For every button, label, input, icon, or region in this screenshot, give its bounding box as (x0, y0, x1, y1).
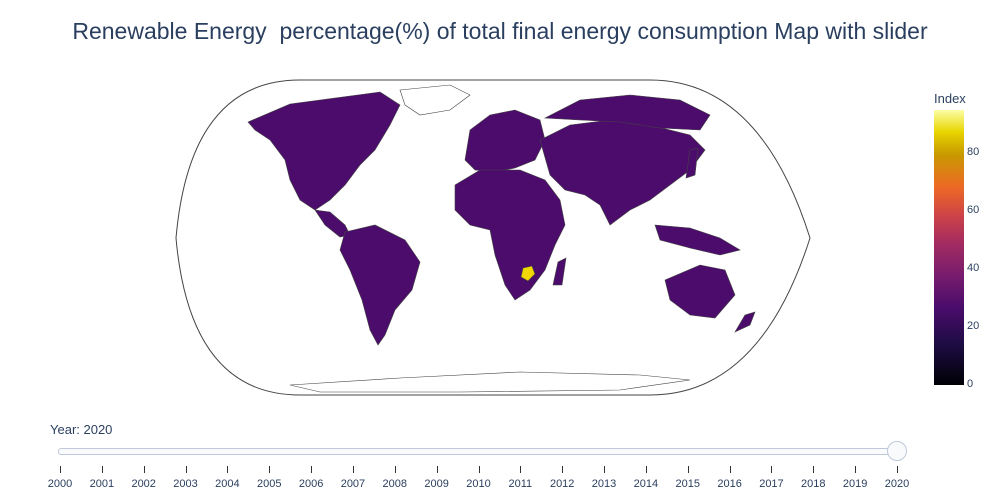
year-tick-label[interactable]: 2007 (340, 478, 366, 490)
year-tick-mark (101, 466, 103, 473)
colorbar-title: Index (934, 91, 966, 106)
region-new-zealand (734, 311, 756, 333)
year-tick-label[interactable]: 2010 (466, 478, 491, 490)
region-south-america (339, 224, 421, 346)
year-tick-label[interactable]: 2020 (884, 478, 910, 490)
colorbar-tick-label: 0 (967, 378, 974, 390)
year-tick-label[interactable]: 2012 (549, 478, 575, 490)
year-tick-label[interactable]: 2017 (759, 478, 784, 490)
year-tick-mark (604, 466, 606, 473)
map-title: Renewable Energy percentage(%) of total … (72, 18, 928, 44)
year-tick-mark (729, 466, 731, 473)
region-africa (454, 169, 566, 301)
region-japan (685, 147, 699, 179)
year-tick-mark (562, 466, 564, 473)
colorbar (934, 110, 964, 385)
year-tick-mark (897, 466, 898, 473)
year-tick-label[interactable]: 2001 (89, 478, 115, 490)
slider-current-value-label: Year: 2020 (50, 422, 113, 437)
region-madagascar (552, 257, 567, 286)
year-slider-track[interactable] (58, 448, 900, 455)
year-tick-label[interactable]: 2013 (591, 478, 617, 490)
year-tick-mark (269, 466, 271, 473)
year-slider-handle[interactable] (887, 441, 907, 461)
year-tick-mark (478, 466, 480, 473)
year-tick-mark (436, 466, 438, 473)
year-tick-label[interactable]: 2006 (298, 478, 324, 490)
region-greenland (399, 84, 471, 116)
year-tick-mark (771, 466, 773, 473)
year-tick-mark (855, 466, 857, 473)
colorbar-tick-label: 80 (967, 146, 980, 159)
year-tick-mark (352, 466, 354, 473)
year-tick-mark (394, 466, 396, 473)
region-southeast-asia (654, 224, 741, 256)
year-tick-mark (60, 466, 61, 473)
year-tick-label[interactable]: 2011 (508, 478, 533, 490)
year-tick-label[interactable]: 2016 (717, 478, 742, 490)
world-choropleth-map[interactable] (0, 0, 1000, 410)
year-tick-label[interactable]: 2015 (675, 478, 700, 490)
year-tick-label[interactable]: 2009 (424, 478, 449, 490)
year-tick-mark (311, 466, 313, 473)
region-australia (664, 264, 736, 319)
year-tick-label[interactable]: 2003 (173, 478, 198, 490)
year-tick-label[interactable]: 2014 (633, 478, 659, 490)
colorbar-tick-label: 40 (967, 262, 980, 275)
colorbar-tick-label: 20 (967, 320, 980, 333)
year-tick-mark (813, 466, 815, 473)
year-tick-mark (143, 466, 145, 473)
year-tick-mark (520, 466, 522, 473)
region-russia (543, 94, 711, 131)
year-tick-mark (687, 466, 689, 473)
year-tick-label[interactable]: 2000 (47, 478, 73, 490)
colorbar-tick-label: 60 (967, 204, 980, 217)
year-tick-mark (645, 466, 647, 473)
year-tick-label[interactable]: 2002 (131, 478, 156, 490)
region-highlight-country (520, 265, 536, 282)
year-tick-label[interactable]: 2018 (801, 478, 826, 490)
year-tick-mark (185, 466, 187, 473)
region-antarctica (289, 371, 691, 393)
year-tick-label[interactable]: 2004 (215, 478, 240, 490)
region-north-america (247, 91, 401, 211)
year-tick-label[interactable]: 2019 (842, 478, 868, 490)
year-tick-label[interactable]: 2008 (382, 478, 408, 490)
year-tick-label[interactable]: 2005 (257, 478, 282, 490)
year-tick-mark (227, 466, 229, 473)
